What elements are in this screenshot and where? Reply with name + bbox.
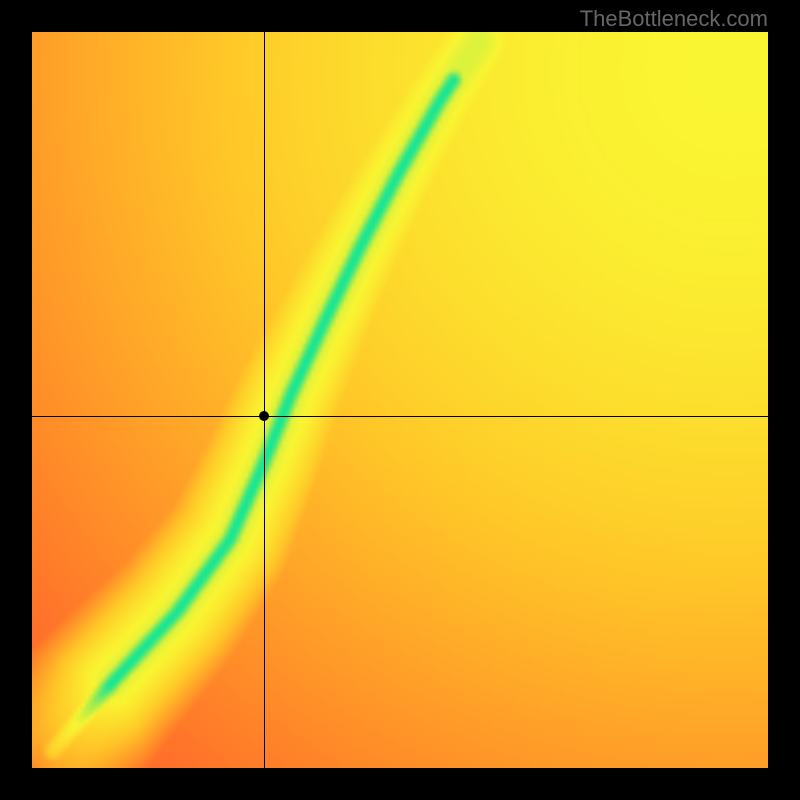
crosshair-marker bbox=[259, 411, 269, 421]
heatmap-canvas bbox=[32, 32, 768, 768]
crosshair-vertical bbox=[264, 32, 265, 768]
watermark-text: TheBottleneck.com bbox=[580, 6, 768, 32]
bottleneck-heatmap bbox=[32, 32, 768, 768]
crosshair-horizontal bbox=[32, 416, 768, 417]
